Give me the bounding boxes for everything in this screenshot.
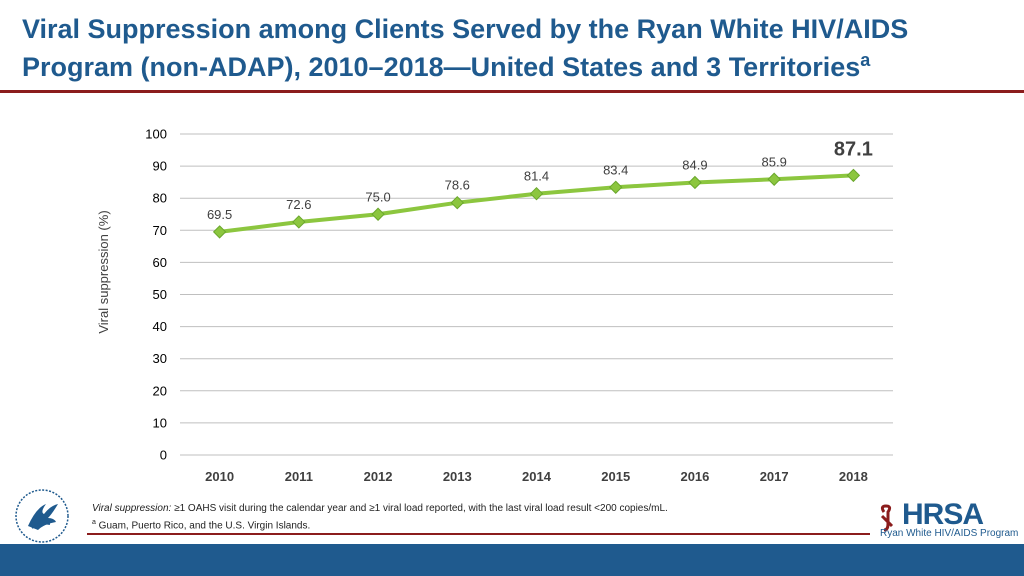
- title-line-2: Program (non-ADAP), 2010–2018—United Sta…: [22, 52, 861, 82]
- y-axis-label: Viral suppression (%): [96, 210, 111, 333]
- title-line-1: Viral Suppression among Clients Served b…: [22, 14, 909, 44]
- footer-bar: [0, 544, 1024, 576]
- x-tick-label-2018: 2018: [839, 469, 868, 484]
- footnote-territories: a Guam, Puerto Rico, and the U.S. Virgin…: [92, 516, 668, 533]
- x-tick-label-2010: 2010: [205, 469, 234, 484]
- hrsa-logo-subtitle: Ryan White HIV/AIDS Program: [880, 528, 1019, 539]
- footnote-term: Viral suppression:: [92, 503, 172, 514]
- x-tick-label-2014: 2014: [522, 469, 552, 484]
- data-point-2015: [609, 180, 623, 194]
- data-label-2014: 81.4: [524, 169, 549, 184]
- y-tick-label-100: 100: [145, 127, 167, 142]
- x-tick-label-2013: 2013: [443, 469, 472, 484]
- data-label-2013: 78.6: [445, 178, 470, 193]
- data-label-2018: 87.1: [834, 138, 873, 160]
- page-title: Viral Suppression among Clients Served b…: [22, 10, 1012, 86]
- data-point-2016: [688, 175, 702, 190]
- x-tick-label-2012: 2012: [364, 469, 393, 484]
- y-tick-label-10: 10: [153, 415, 167, 430]
- x-tick-label-2015: 2015: [601, 469, 630, 484]
- data-point-2011: [292, 215, 306, 229]
- data-point-2013: [450, 195, 464, 210]
- footer-divider: [87, 533, 870, 535]
- hrsa-logo-text: HRSA: [902, 498, 984, 531]
- y-tick-label-90: 90: [153, 159, 167, 174]
- data-point-2018: [846, 168, 861, 183]
- data-label-2017: 85.9: [762, 154, 787, 169]
- y-tick-label-20: 20: [153, 383, 167, 398]
- x-tick-label-2017: 2017: [760, 469, 789, 484]
- data-point-2010: [212, 225, 227, 239]
- data-point-2012: [371, 207, 385, 221]
- series-line: [219, 173, 854, 234]
- x-tick-label-2011: 2011: [285, 469, 313, 484]
- y-tick-label-40: 40: [153, 319, 167, 334]
- data-label-2015: 83.4: [603, 162, 628, 177]
- data-label-2016: 84.9: [682, 157, 707, 172]
- hhs-seal-icon: [15, 489, 69, 543]
- y-tick-label-0: 0: [160, 448, 167, 463]
- data-label-2011: 72.6: [286, 197, 311, 212]
- hrsa-emblem-icon: [880, 504, 894, 532]
- y-tick-label-70: 70: [153, 223, 167, 238]
- y-tick-label-30: 30: [153, 351, 167, 366]
- y-tick-label-50: 50: [153, 287, 167, 302]
- footnote-note-text: Guam, Puerto Rico, and the U.S. Virgin I…: [95, 520, 311, 532]
- footnote-mark: a: [92, 519, 96, 526]
- data-label-2010: 69.5: [207, 207, 232, 222]
- data-label-2012: 75.0: [365, 189, 390, 204]
- footnote-def-text: ≥1 OAHS visit during the calendar year a…: [171, 503, 668, 514]
- y-tick-label-80: 80: [153, 191, 167, 206]
- data-point-2014: [529, 186, 544, 201]
- footnotes: Viral suppression: ≥1 OAHS visit during …: [92, 502, 668, 533]
- line-chart: 0 10 20 30 40 50 60 70 80 90 100 Viral suppression …: [96, 127, 893, 484]
- y-tick-label-60: 60: [153, 255, 167, 270]
- title-superscript: a: [860, 50, 871, 70]
- title-divider: [0, 90, 1024, 93]
- footnote-definition: Viral suppression: ≥1 OAHS visit during …: [92, 502, 668, 516]
- data-point-2017: [767, 172, 781, 186]
- x-tick-label-2016: 2016: [680, 469, 709, 484]
